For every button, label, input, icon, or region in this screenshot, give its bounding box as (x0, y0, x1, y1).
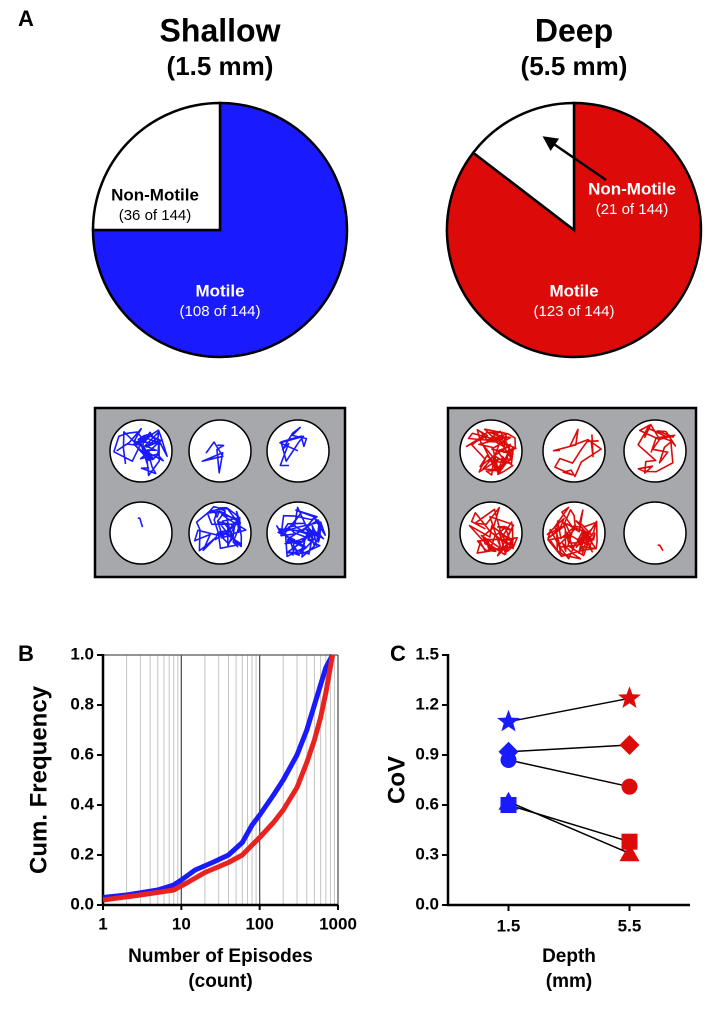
pie-slice (91, 101, 222, 232)
marker (619, 735, 640, 755)
slice-label: Motile (549, 281, 598, 300)
marker (498, 791, 519, 810)
y-tick-label: 0.8 (70, 694, 94, 713)
slice-value-label: (36 of 144) (119, 207, 192, 224)
series-line (102, 653, 335, 900)
marker (619, 843, 640, 862)
panel-label: C (390, 641, 406, 666)
well (623, 501, 687, 565)
chart-subtitle: (1.5 mm) (167, 51, 274, 81)
x-tick-label: 1000 (319, 914, 357, 933)
y-tick-label: 0.0 (70, 894, 94, 913)
y-tick-label: 1.5 (415, 644, 439, 663)
connector-line (508, 804, 630, 843)
trajectory (201, 441, 225, 474)
marker (500, 752, 517, 768)
chart-title: Deep (535, 12, 613, 48)
well (542, 419, 606, 483)
x-tick-label: 100 (245, 914, 273, 933)
trajectory (468, 506, 518, 557)
y-tick-label: 0.4 (70, 794, 94, 813)
slice-label: Non-Motile (588, 179, 676, 198)
y-tick-label: 0.3 (415, 844, 439, 863)
panel-label: A (18, 6, 34, 31)
pie-slice (91, 101, 349, 359)
well (623, 419, 687, 483)
slice-value-label: (108 of 144) (180, 303, 261, 320)
x-tick-label: 1 (98, 914, 107, 933)
y-tick-label: 0.2 (70, 844, 94, 863)
series-line (102, 654, 335, 903)
y-tick-label: 1.2 (415, 694, 439, 713)
well (266, 419, 330, 483)
trajectory (137, 517, 144, 528)
marker (618, 686, 641, 708)
trajectory (113, 427, 168, 477)
y-tick-label: 0.6 (70, 744, 94, 763)
trajectory (637, 423, 677, 474)
x-tick-label: 5.5 (618, 916, 642, 935)
trajectory (546, 506, 598, 560)
connector-line (508, 744, 630, 753)
trajectory (552, 428, 602, 478)
slice-value-label: (123 of 144) (534, 303, 615, 320)
pie-slice (471, 101, 576, 233)
connector-line (508, 801, 630, 854)
y-tick-label: 0.0 (415, 894, 439, 913)
panel-label: B (18, 641, 34, 666)
chart-title: Shallow (160, 12, 281, 48)
chart-subtitle: (5.5 mm) (521, 51, 628, 81)
marker (621, 778, 638, 795)
y-axis-label: CoV (383, 756, 410, 804)
x-axis-label: Depth (542, 946, 596, 967)
x-axis-label: Number of Episodes (128, 946, 313, 967)
x-axis-unit: (mm) (546, 971, 592, 992)
trajectory (279, 426, 308, 467)
x-tick-label: 10 (172, 914, 191, 933)
marker (621, 833, 638, 850)
slice-label: Non-Motile (111, 185, 199, 204)
y-tick-label: 0.9 (415, 744, 439, 763)
trajectory (276, 506, 326, 558)
slice-label: Motile (195, 281, 244, 300)
y-tick-label: 0.6 (415, 794, 439, 813)
slice-value-label: (21 of 144) (596, 201, 669, 218)
connector-line (508, 759, 630, 788)
marker (497, 709, 520, 732)
x-tick-label: 1.5 (497, 916, 521, 935)
trajectory (193, 505, 247, 552)
y-tick-label: 1.0 (70, 644, 94, 663)
trajectory (657, 544, 664, 552)
well (109, 501, 173, 565)
arrow (542, 136, 607, 182)
connector-line (508, 697, 630, 723)
trajectory (465, 428, 517, 476)
y-axis-label: Cum. Frequency (25, 685, 52, 874)
x-axis-unit: (count) (188, 971, 252, 992)
